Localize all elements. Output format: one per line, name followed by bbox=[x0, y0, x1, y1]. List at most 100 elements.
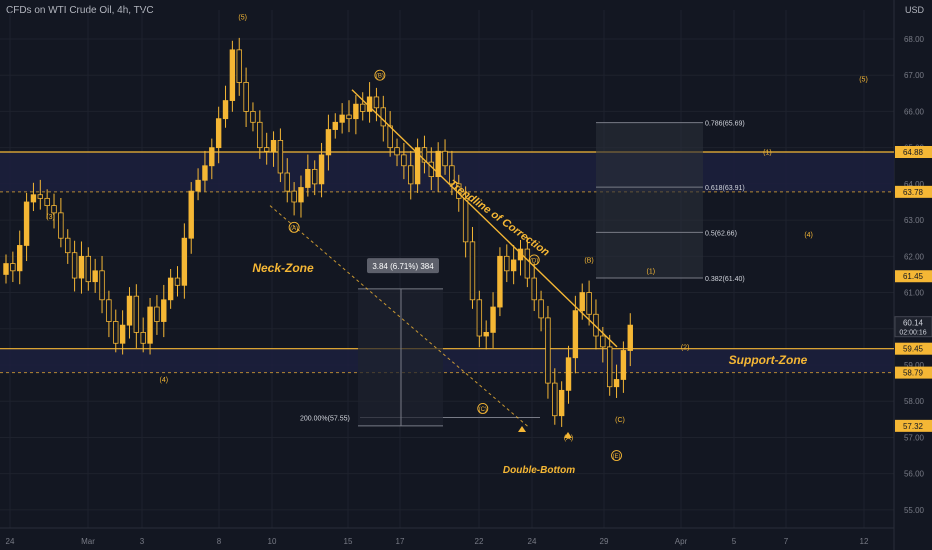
double-bottom-label: Double-Bottom bbox=[503, 465, 575, 476]
candle-body bbox=[606, 346, 613, 388]
candles-layer bbox=[3, 37, 633, 427]
fib-level-label: 0.618(63.91) bbox=[705, 185, 745, 192]
candle-body bbox=[545, 317, 551, 384]
double-bottom-marker bbox=[564, 432, 572, 438]
candle-body bbox=[65, 237, 71, 254]
candle-body bbox=[126, 295, 133, 326]
candle-body bbox=[538, 299, 544, 319]
candle-body bbox=[552, 382, 558, 417]
zones-layer bbox=[0, 151, 894, 374]
candle-body bbox=[627, 324, 633, 351]
last-price-label: 60.14 bbox=[903, 319, 924, 328]
candle-body bbox=[325, 129, 332, 156]
candle-body bbox=[449, 165, 455, 185]
price-label-bg bbox=[895, 419, 932, 432]
candle-body bbox=[140, 331, 146, 344]
wave-label: (E) bbox=[613, 454, 621, 460]
price-label: 58.79 bbox=[903, 369, 924, 378]
currency-label: USD bbox=[904, 5, 924, 15]
candle-body bbox=[483, 331, 489, 337]
candle-body bbox=[229, 49, 236, 101]
candle-body bbox=[435, 150, 441, 178]
price-label-bg bbox=[895, 185, 932, 198]
time-axis[interactable]: 24 Mar 3 8 10 15 17 22 24 29 Apr 5 7 12 bbox=[6, 537, 869, 546]
candle-body bbox=[497, 255, 503, 308]
candle-body bbox=[161, 299, 167, 322]
time-tick-label: 22 bbox=[475, 537, 484, 546]
time-tick-label: Apr bbox=[675, 537, 688, 546]
wave-label: (C) bbox=[615, 417, 625, 424]
candle-body bbox=[311, 168, 318, 185]
candle-body bbox=[401, 154, 407, 167]
candle-body bbox=[565, 357, 572, 391]
wave-circle bbox=[528, 254, 540, 266]
candle-body bbox=[17, 245, 23, 272]
fib-extension-label: 200.00%(57.55) bbox=[300, 416, 350, 423]
candle-body bbox=[442, 150, 448, 167]
candle-body bbox=[298, 187, 304, 203]
price-tick-label: 62.00 bbox=[904, 252, 925, 261]
candle-body bbox=[263, 147, 270, 152]
candle-body bbox=[243, 82, 249, 112]
wave-label: (5) bbox=[859, 76, 868, 83]
price-axis[interactable]: 55.0056.0057.0058.0059.0060.0061.0062.00… bbox=[894, 35, 932, 515]
candle-body bbox=[620, 350, 627, 380]
candle-body bbox=[613, 379, 620, 388]
candle-body bbox=[373, 96, 380, 109]
candle-body bbox=[318, 154, 325, 185]
candle-body bbox=[490, 306, 496, 333]
candle-body bbox=[188, 190, 194, 239]
candle-body bbox=[113, 321, 119, 344]
candle-body bbox=[531, 277, 537, 301]
candle-body bbox=[250, 111, 256, 123]
time-tick-label: 3 bbox=[140, 537, 145, 546]
wave-label: (4) bbox=[159, 377, 168, 384]
price-label: 64.88 bbox=[903, 148, 924, 157]
wave-label: (C) bbox=[479, 407, 487, 413]
price-tick-label: 68.00 bbox=[904, 35, 925, 44]
price-label: 61.45 bbox=[903, 272, 924, 281]
candle-body bbox=[291, 190, 297, 203]
candle-body bbox=[572, 310, 579, 359]
price-tick-label: 58.00 bbox=[904, 397, 925, 406]
time-tick-label: Mar bbox=[81, 537, 95, 546]
candle-body bbox=[339, 114, 345, 123]
candle-body bbox=[476, 299, 483, 337]
time-tick-label: 8 bbox=[217, 537, 222, 546]
candle-body bbox=[380, 107, 386, 127]
candle-body bbox=[353, 103, 359, 120]
candle-body bbox=[558, 389, 565, 417]
candle-body bbox=[586, 292, 592, 315]
candle-body bbox=[209, 147, 215, 167]
wave-circle bbox=[611, 450, 622, 462]
candle-body bbox=[462, 197, 469, 243]
candle-body bbox=[524, 248, 531, 279]
wave-label: (3) bbox=[46, 214, 55, 221]
candle-body bbox=[394, 147, 400, 156]
time-tick-label: 10 bbox=[268, 537, 277, 546]
candle-body bbox=[408, 165, 414, 185]
candle-body bbox=[119, 324, 126, 344]
candle-body bbox=[30, 194, 37, 203]
candle-body bbox=[270, 140, 277, 152]
measure-label-bg bbox=[367, 258, 439, 274]
time-tick-label: 15 bbox=[344, 537, 353, 546]
candle-body bbox=[222, 100, 229, 120]
candle-body bbox=[154, 306, 160, 322]
time-tick-label: 12 bbox=[860, 537, 869, 546]
candle-body bbox=[215, 118, 222, 149]
grid-layer bbox=[0, 0, 895, 550]
candle-body bbox=[579, 292, 585, 312]
wave-label: (1) bbox=[763, 149, 772, 156]
price-tick-label: 55.00 bbox=[904, 506, 925, 515]
candle-body bbox=[332, 121, 338, 130]
candle-body bbox=[106, 299, 112, 322]
candle-body bbox=[71, 252, 78, 279]
price-tick-label: 66.00 bbox=[904, 107, 925, 116]
candle-body bbox=[23, 201, 30, 246]
support-zone-label: Support-Zone bbox=[729, 353, 808, 367]
wave-label: (1) bbox=[647, 268, 656, 275]
price-label: 57.32 bbox=[903, 422, 924, 431]
